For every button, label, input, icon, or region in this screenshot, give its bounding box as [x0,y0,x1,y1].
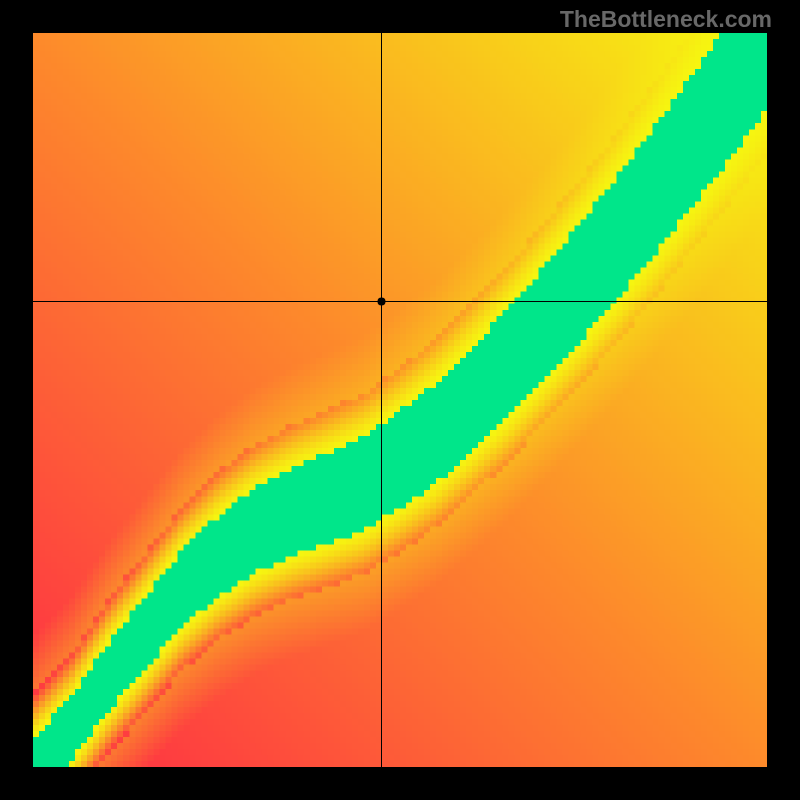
watermark-text: TheBottleneck.com [560,6,772,33]
crosshair-overlay [33,33,767,767]
plot-area [33,33,767,767]
chart-container: { "watermark": { "text": "TheBottleneck.… [0,0,800,800]
